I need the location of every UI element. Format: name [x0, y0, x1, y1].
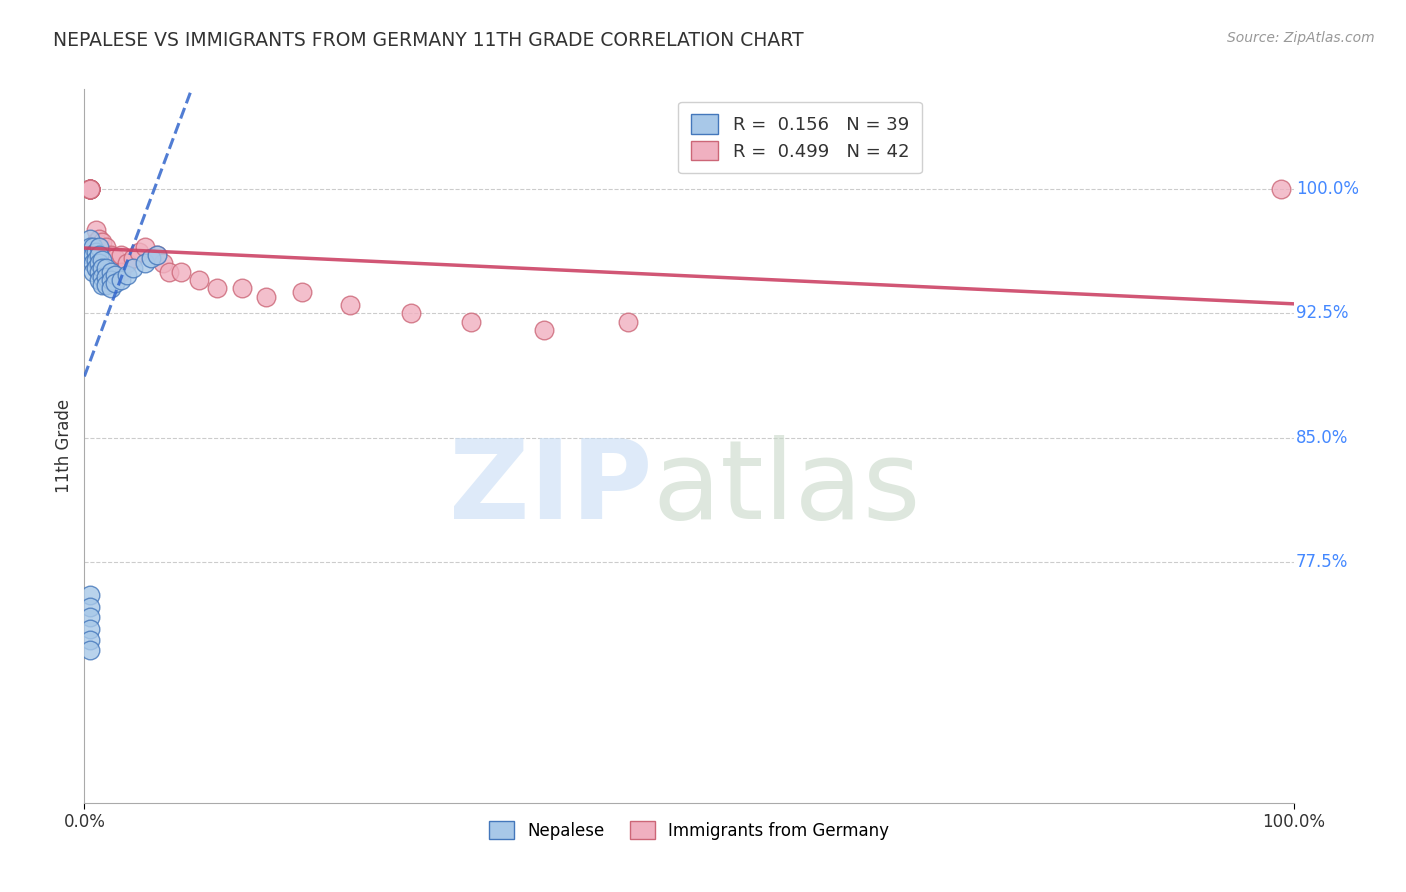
Point — [339, 298, 361, 312]
Text: 85.0%: 85.0% — [1296, 429, 1348, 447]
Point — [399, 306, 422, 320]
Point — [87, 248, 110, 262]
Point — [170, 265, 193, 279]
Point — [121, 261, 143, 276]
Point — [110, 248, 132, 262]
Point — [91, 248, 114, 262]
Point — [94, 261, 117, 276]
Point — [82, 240, 104, 254]
Point — [79, 248, 101, 262]
Point — [231, 281, 253, 295]
Text: 92.5%: 92.5% — [1296, 304, 1348, 322]
Point — [79, 599, 101, 614]
Point — [94, 256, 117, 270]
Point — [100, 265, 122, 279]
Point — [86, 261, 108, 276]
Point — [121, 252, 143, 266]
Text: Source: ZipAtlas.com: Source: ZipAtlas.com — [1227, 31, 1375, 45]
Point — [139, 252, 162, 266]
Point — [533, 323, 555, 337]
Point — [79, 182, 101, 196]
Point — [79, 182, 101, 196]
Point — [87, 231, 110, 245]
Point — [91, 278, 114, 293]
Point — [91, 261, 114, 276]
Text: 77.5%: 77.5% — [1296, 553, 1348, 571]
Point — [86, 244, 108, 259]
Point — [188, 273, 211, 287]
Point — [87, 244, 110, 259]
Point — [79, 182, 101, 196]
Point — [157, 265, 180, 279]
Point — [100, 265, 122, 279]
Point — [79, 643, 101, 657]
Point — [104, 277, 127, 291]
Point — [79, 182, 101, 196]
Point — [254, 290, 277, 304]
Point — [79, 182, 101, 196]
Point — [104, 252, 127, 266]
Point — [104, 268, 127, 282]
Point — [91, 261, 114, 276]
Legend: Nepalese, Immigrants from Germany: Nepalese, Immigrants from Germany — [481, 814, 897, 848]
Point — [87, 265, 110, 279]
Point — [94, 269, 117, 284]
Point — [82, 248, 104, 262]
Point — [86, 223, 108, 237]
Y-axis label: 11th Grade: 11th Grade — [55, 399, 73, 493]
Point — [87, 256, 110, 270]
Point — [104, 268, 127, 282]
Point — [87, 240, 110, 254]
Point — [115, 268, 138, 282]
Point — [100, 273, 122, 287]
Point — [79, 182, 101, 196]
Point — [82, 265, 104, 279]
Point — [1270, 182, 1292, 196]
Point — [134, 256, 156, 270]
Text: ZIP: ZIP — [450, 435, 652, 542]
Point — [291, 285, 314, 299]
Point — [79, 588, 101, 602]
Point — [110, 265, 132, 279]
Point — [128, 244, 150, 259]
Point — [115, 256, 138, 270]
Text: 100.0%: 100.0% — [1296, 180, 1360, 198]
Point — [110, 273, 132, 287]
Point — [460, 314, 482, 328]
Point — [100, 281, 122, 295]
Point — [79, 633, 101, 648]
Point — [79, 610, 101, 624]
Point — [91, 269, 114, 284]
Point — [207, 281, 229, 295]
Point — [86, 235, 108, 249]
Point — [79, 182, 101, 196]
Point — [146, 248, 169, 262]
Point — [146, 248, 169, 262]
Point — [79, 182, 101, 196]
Text: NEPALESE VS IMMIGRANTS FROM GERMANY 11TH GRADE CORRELATION CHART: NEPALESE VS IMMIGRANTS FROM GERMANY 11TH… — [53, 31, 804, 50]
Point — [134, 240, 156, 254]
Point — [94, 240, 117, 254]
Point — [86, 253, 108, 268]
Point — [617, 314, 640, 328]
Point — [91, 253, 114, 268]
Point — [100, 248, 122, 262]
Point — [87, 273, 110, 287]
Point — [91, 235, 114, 249]
Point — [79, 231, 101, 245]
Point — [82, 256, 104, 270]
Point — [94, 278, 117, 293]
Point — [152, 256, 174, 270]
Point — [79, 240, 101, 254]
Text: atlas: atlas — [652, 435, 921, 542]
Point — [79, 622, 101, 636]
